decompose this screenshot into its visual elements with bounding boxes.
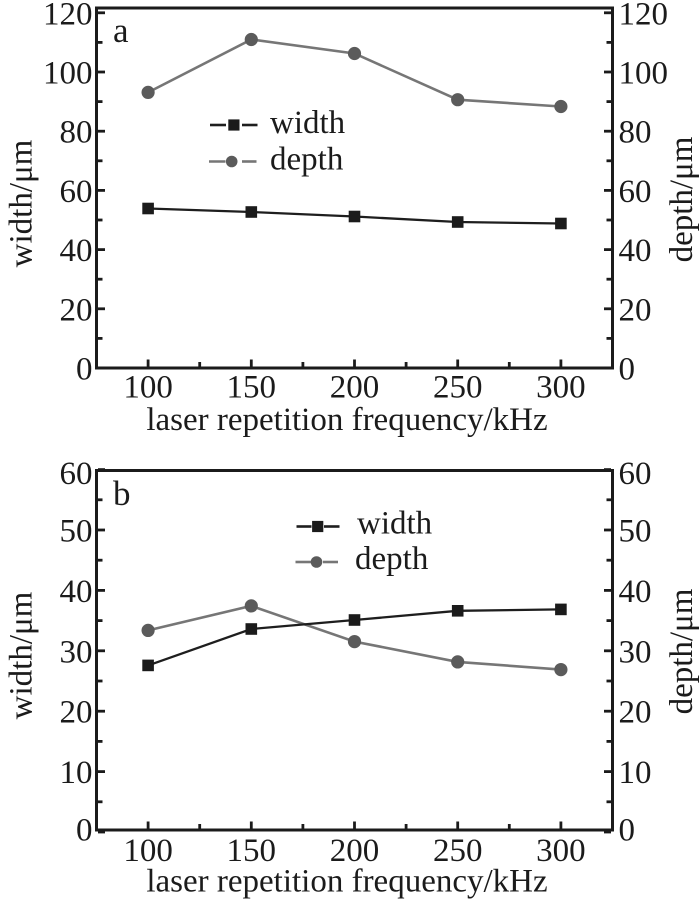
svg-text:depth: depth (355, 541, 429, 577)
svg-text:100: 100 (123, 833, 173, 869)
svg-text:50: 50 (619, 514, 652, 550)
svg-text:40: 40 (60, 233, 93, 269)
svg-text:200: 200 (330, 370, 380, 406)
svg-text:100: 100 (43, 56, 93, 92)
svg-text:laser repetition frequency/kHz: laser repetition frequency/kHz (146, 402, 547, 438)
svg-text:width/μm: width/μm (4, 591, 40, 719)
svg-text:laser repetition frequency/kHz: laser repetition frequency/kHz (146, 864, 547, 900)
svg-text:0: 0 (619, 352, 636, 388)
svg-text:150: 150 (227, 833, 277, 869)
svg-text:b: b (113, 474, 131, 513)
svg-text:10: 10 (619, 755, 652, 791)
svg-text:0: 0 (76, 352, 93, 388)
svg-text:depth/μm: depth/μm (664, 136, 700, 262)
svg-text:60: 60 (60, 174, 93, 210)
svg-text:0: 0 (76, 813, 93, 849)
svg-text:20: 20 (60, 695, 93, 731)
svg-text:40: 40 (60, 574, 93, 610)
svg-text:40: 40 (619, 574, 652, 610)
svg-text:10: 10 (60, 755, 93, 791)
svg-text:50: 50 (60, 514, 93, 550)
svg-text:0: 0 (619, 813, 636, 849)
svg-text:60: 60 (60, 456, 93, 492)
svg-text:a: a (113, 11, 129, 50)
svg-text:100: 100 (619, 56, 669, 92)
svg-text:60: 60 (619, 456, 652, 492)
svg-text:300: 300 (536, 833, 586, 869)
svg-text:30: 30 (60, 634, 93, 670)
svg-text:60: 60 (619, 174, 652, 210)
svg-text:width: width (357, 506, 433, 542)
svg-text:300: 300 (536, 370, 586, 406)
svg-text:120: 120 (619, 0, 669, 32)
svg-text:250: 250 (433, 370, 483, 406)
svg-text:width: width (270, 105, 346, 141)
svg-text:80: 80 (60, 115, 93, 151)
svg-text:200: 200 (330, 833, 380, 869)
svg-text:250: 250 (433, 833, 483, 869)
svg-text:depth: depth (270, 142, 344, 178)
svg-text:width/μm: width/μm (4, 139, 40, 267)
svg-text:20: 20 (60, 292, 93, 328)
svg-text:30: 30 (619, 634, 652, 670)
svg-text:depth/μm: depth/μm (664, 588, 700, 714)
svg-text:40: 40 (619, 233, 652, 269)
svg-text:120: 120 (43, 0, 93, 32)
svg-text:150: 150 (227, 370, 277, 406)
svg-text:80: 80 (619, 115, 652, 151)
svg-text:20: 20 (619, 292, 652, 328)
svg-text:100: 100 (123, 370, 173, 406)
svg-text:20: 20 (619, 695, 652, 731)
